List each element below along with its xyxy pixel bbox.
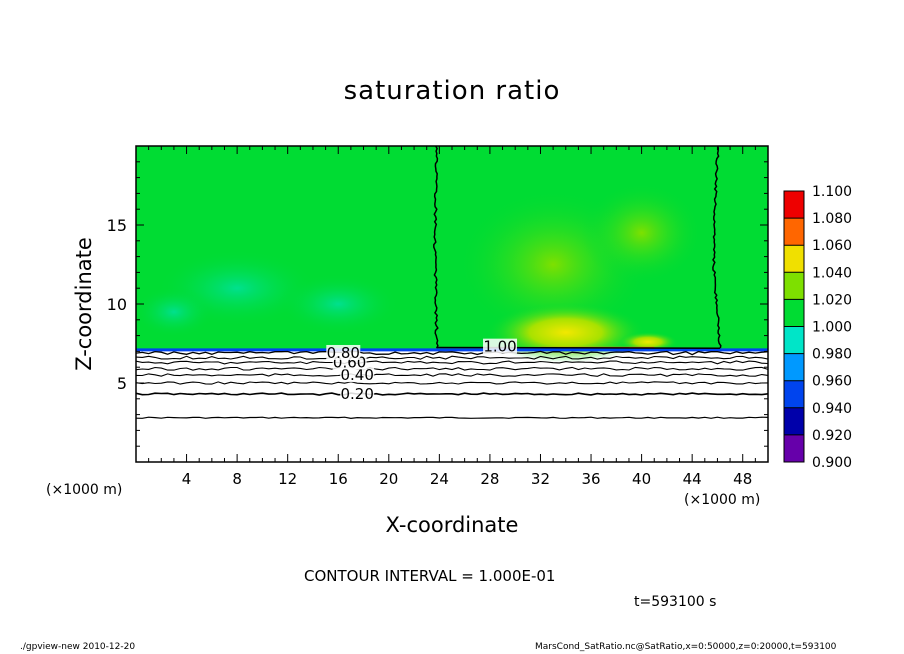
contour-label: 0.20 [340,385,373,403]
footer-command: ./gpview-new 2010-12-20 [20,642,136,652]
contour-label: 1.00 [483,338,516,356]
contour-label-bg [483,338,518,354]
colorbar-segment [784,272,804,300]
colorbar-segment [784,353,804,381]
y-tick-label: 15 [107,216,127,235]
x-tick-label: 16 [329,470,348,488]
contour-line [136,373,768,377]
colorbar-segment [784,407,804,435]
contour-line [136,366,768,371]
x-tick-label: 4 [182,470,192,488]
contour-label-bg [340,386,375,402]
colorbar-label: 0.980 [812,347,852,363]
x-tick-label: 36 [581,470,600,488]
x-tick-label: 8 [232,470,242,488]
x-tick-label: 24 [430,470,449,488]
contour-line-1-00-left [433,146,439,349]
x-axis-unit-left: (×1000 m) [46,482,123,498]
contour-line [136,381,768,385]
contour-label: 0.80 [327,344,360,362]
contour-line-1-00-right [712,146,722,349]
contour-interval-text: CONTOUR INTERVAL = 1.000E-01 [304,567,556,585]
colorbar-label: 1.060 [812,238,852,254]
chart-title: saturation ratio [343,76,561,106]
field-variation [581,182,702,283]
colorbar-segment [784,380,804,408]
y-tick-label: 5 [117,374,127,393]
colorbar-segment [784,434,804,462]
x-tick-label: 12 [278,470,297,488]
colorbar-label: 1.020 [812,292,852,308]
contour-line-1-00-base [436,346,720,349]
time-stamp: t=593100 s [634,594,717,610]
contour-line [136,355,768,360]
contour-line [136,392,768,396]
x-tick-label: 44 [683,470,702,488]
colorbar-label: 1.100 [812,184,852,200]
colorbar-label: 0.920 [812,428,852,444]
field-variation [278,274,399,334]
colorbar-segment [784,191,804,219]
footer-data-source: MarsCond_SatRatio.nc@SatRatio,x=0:50000,… [535,642,837,652]
contour-label-bg [326,344,361,360]
colorbar-segment [784,299,804,327]
colorbar-label: 1.000 [812,320,852,336]
colorbar-segment [784,218,804,246]
x-axis-label: X-coordinate [385,513,519,537]
colorbar-label: 1.080 [812,211,852,227]
colorbar-label: 1.040 [812,265,852,281]
colorbar-label: 0.900 [812,455,852,471]
x-tick-label: 40 [632,470,651,488]
y-tick-label: 10 [107,295,127,314]
x-tick-label: 28 [480,470,499,488]
x-tick-label: 20 [379,470,398,488]
contour-line [136,350,768,356]
colorbar-label: 0.960 [812,374,852,390]
colorbar-segment [784,326,804,354]
contour-label: 0.40 [340,366,373,384]
field-variation [136,286,214,337]
x-tick-label: 48 [733,470,752,488]
colorbar-label: 0.940 [812,401,852,417]
x-tick-label: 32 [531,470,550,488]
x-axis-unit-right: (×1000 m) [684,492,761,508]
colorbar-segment [784,245,804,273]
contour-line [136,416,768,420]
contour-line [136,360,768,365]
contour-label-bg [340,367,375,383]
